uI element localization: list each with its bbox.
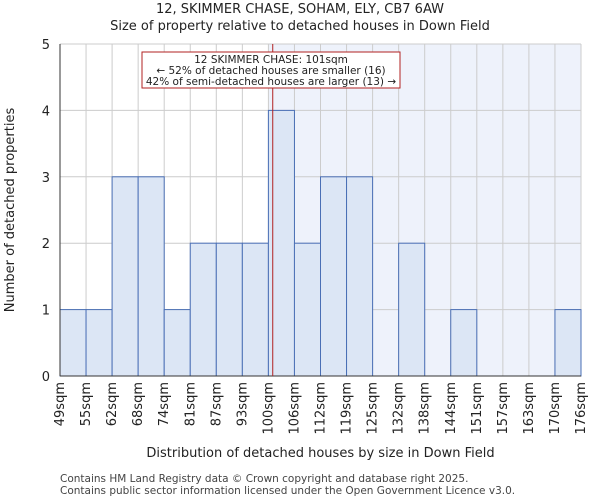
histogram-bar	[137, 176, 165, 377]
y-tick-label: 3	[42, 171, 50, 186]
x-tick-label: 138sqm	[418, 382, 433, 435]
y-tick-label: 1	[42, 304, 50, 319]
histogram-bar	[398, 242, 426, 377]
x-tick-label: 151sqm	[470, 382, 485, 435]
x-tick-label: 100sqm	[261, 382, 276, 435]
x-tick-label: 132sqm	[392, 382, 407, 435]
x-tick-label: 170sqm	[548, 382, 563, 435]
x-tick-label: 62sqm	[105, 382, 120, 426]
x-tick-label: 112sqm	[314, 382, 329, 435]
footer-copyright: Contains HM Land Registry data © Crown c…	[60, 473, 469, 485]
y-tick-label: 0	[42, 370, 50, 385]
x-tick-label: 81sqm	[183, 382, 198, 426]
histogram-bar	[85, 309, 113, 377]
y-tick-label: 2	[42, 237, 50, 252]
histogram-bar	[111, 176, 139, 377]
x-tick-label: 74sqm	[157, 382, 172, 426]
histogram-bar	[215, 242, 243, 377]
annotation-line-3: 42% of semi-detached houses are larger (…	[146, 76, 397, 88]
x-tick-label: 163sqm	[522, 382, 537, 435]
annotation-line-1: 12 SKIMMER CHASE: 101sqm	[194, 54, 348, 66]
x-tick-label: 49sqm	[53, 382, 68, 426]
x-tick-label: 119sqm	[340, 382, 355, 435]
histogram-bar	[189, 242, 217, 377]
y-axis-label: Number of detached properties	[3, 108, 18, 313]
histogram-bar	[554, 309, 582, 377]
x-tick-label: 87sqm	[209, 382, 224, 426]
x-tick-label: 55sqm	[79, 382, 94, 426]
x-tick-label: 106sqm	[287, 382, 302, 435]
histogram-bar	[163, 309, 191, 377]
footer-licence: Contains public sector information licen…	[60, 485, 516, 497]
annotation-line-2: ← 52% of detached houses are smaller (16…	[156, 65, 385, 77]
x-tick-label: 93sqm	[235, 382, 250, 426]
histogram-bar	[59, 309, 87, 377]
x-axis-label: Distribution of detached houses by size …	[146, 446, 494, 461]
histogram-bar	[241, 242, 269, 377]
x-tick-label: 176sqm	[574, 382, 589, 435]
histogram-bar	[293, 242, 322, 377]
chart-subtitle: Size of property relative to detached ho…	[110, 19, 490, 34]
chart-title: 12, SKIMMER CHASE, SOHAM, ELY, CB7 6AW	[156, 2, 444, 17]
histogram-chart: 0 1 2 3 4 5 49sqm 55sqm 62sqm 68sqm 74sqm 81sqm 87sq…	[3, 38, 589, 461]
x-tick-label: 125sqm	[366, 382, 381, 435]
x-tick-label: 157sqm	[496, 382, 511, 435]
annotation-frame	[141, 51, 401, 89]
x-tick-label: 144sqm	[444, 382, 459, 435]
histogram-bar	[450, 309, 478, 377]
annotation-box: 12 SKIMMER CHASE: 101sqm ← 52% of detach…	[141, 51, 401, 89]
histogram-bar	[346, 176, 374, 377]
histogram-bar	[320, 176, 348, 377]
x-tick-label: 68sqm	[131, 382, 146, 426]
y-tick-label: 4	[42, 104, 50, 119]
y-tick-label: 5	[42, 38, 50, 53]
